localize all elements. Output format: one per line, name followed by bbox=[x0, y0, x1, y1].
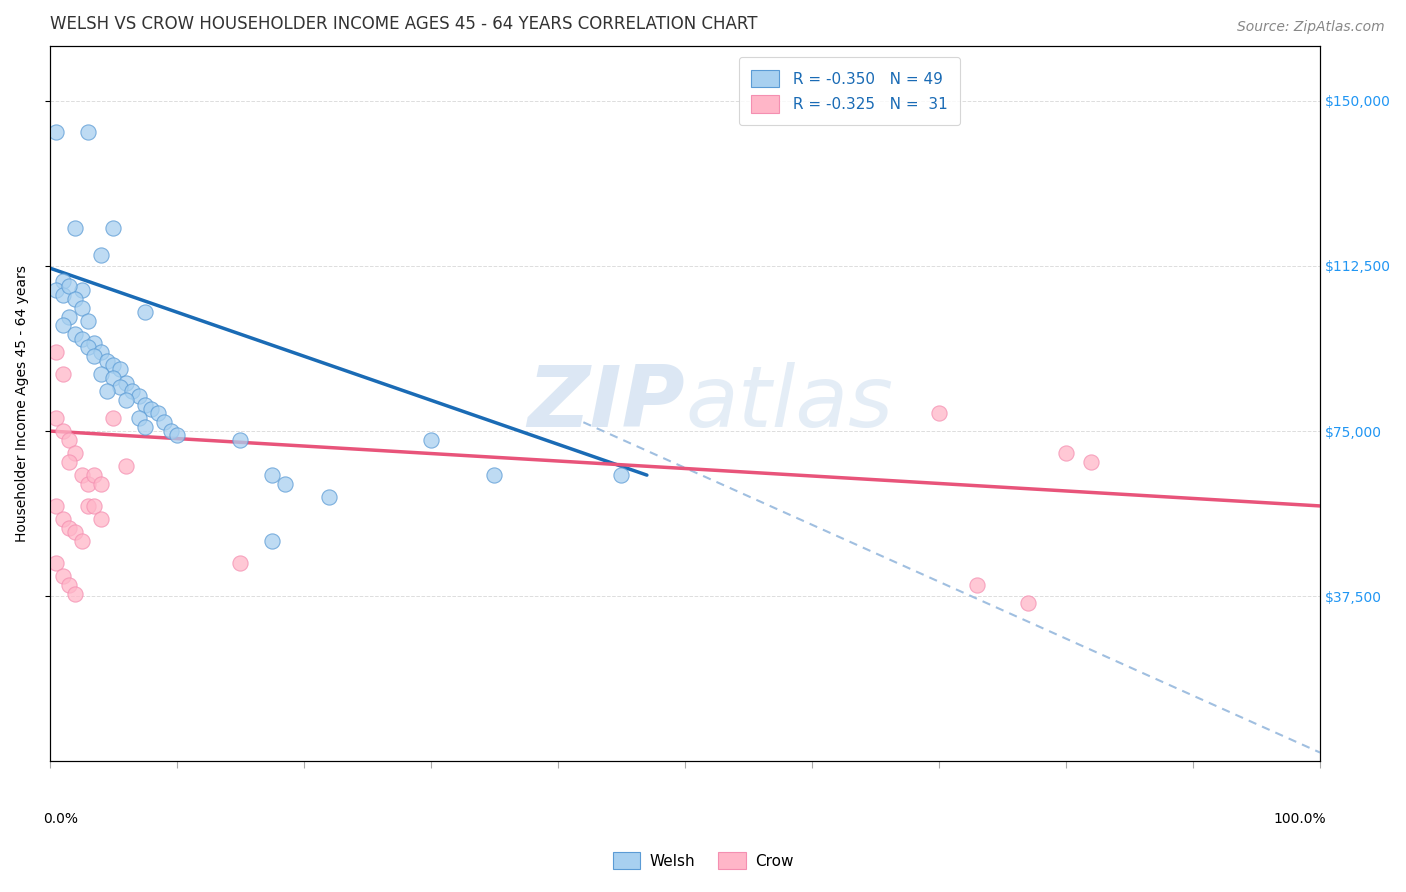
Point bbox=[108, 362, 131, 376]
Point bbox=[77, 499, 100, 513]
Point bbox=[128, 389, 150, 403]
Point bbox=[166, 428, 188, 442]
Point bbox=[108, 380, 131, 394]
Point bbox=[65, 587, 87, 601]
Text: WELSH VS CROW HOUSEHOLDER INCOME AGES 45 - 64 YEARS CORRELATION CHART: WELSH VS CROW HOUSEHOLDER INCOME AGES 45… bbox=[49, 15, 758, 33]
Point bbox=[83, 335, 105, 350]
Point bbox=[134, 398, 156, 412]
Point bbox=[159, 424, 181, 438]
Point bbox=[58, 521, 80, 535]
Point bbox=[121, 384, 143, 399]
Point bbox=[96, 353, 118, 368]
Point bbox=[83, 468, 105, 483]
Point bbox=[90, 248, 112, 262]
Point bbox=[96, 384, 118, 399]
Point bbox=[90, 344, 112, 359]
Point bbox=[45, 499, 67, 513]
Point bbox=[262, 468, 284, 483]
Point bbox=[45, 283, 67, 297]
Point bbox=[51, 287, 73, 301]
Point bbox=[1080, 455, 1102, 469]
Point bbox=[103, 221, 125, 235]
Text: 0.0%: 0.0% bbox=[44, 812, 79, 825]
Point bbox=[70, 534, 93, 549]
Y-axis label: Householder Income Ages 45 - 64 years: Householder Income Ages 45 - 64 years bbox=[15, 265, 30, 542]
Point bbox=[115, 376, 138, 390]
Legend:  R = -0.350   N = 49,  R = -0.325   N =  31: R = -0.350 N = 49, R = -0.325 N = 31 bbox=[740, 57, 960, 125]
Point bbox=[70, 301, 93, 315]
Point bbox=[229, 556, 252, 570]
Text: Source: ZipAtlas.com: Source: ZipAtlas.com bbox=[1237, 20, 1385, 34]
Point bbox=[51, 274, 73, 288]
Point bbox=[103, 410, 125, 425]
Point bbox=[70, 283, 93, 297]
Point bbox=[65, 446, 87, 460]
Point bbox=[141, 402, 163, 417]
Point bbox=[115, 459, 138, 474]
Point bbox=[58, 278, 80, 293]
Point bbox=[153, 415, 176, 429]
Point bbox=[134, 419, 156, 434]
Point bbox=[45, 124, 67, 138]
Point bbox=[83, 349, 105, 363]
Point bbox=[77, 340, 100, 354]
Point bbox=[966, 578, 988, 592]
Point bbox=[115, 393, 138, 408]
Point bbox=[274, 477, 297, 491]
Point bbox=[419, 433, 441, 447]
Point bbox=[229, 433, 252, 447]
Point bbox=[58, 310, 80, 324]
Point bbox=[51, 367, 73, 381]
Point bbox=[65, 221, 87, 235]
Point bbox=[51, 569, 73, 583]
Point bbox=[90, 367, 112, 381]
Point bbox=[1054, 446, 1077, 460]
Point bbox=[610, 468, 633, 483]
Text: atlas: atlas bbox=[685, 362, 893, 445]
Point bbox=[90, 477, 112, 491]
Point bbox=[83, 499, 105, 513]
Text: ZIP: ZIP bbox=[527, 362, 685, 445]
Point bbox=[103, 371, 125, 385]
Point bbox=[90, 512, 112, 526]
Legend: Welsh, Crow: Welsh, Crow bbox=[607, 846, 799, 875]
Point bbox=[51, 424, 73, 438]
Point bbox=[77, 477, 100, 491]
Point bbox=[128, 410, 150, 425]
Point bbox=[45, 410, 67, 425]
Point bbox=[65, 525, 87, 540]
Point bbox=[484, 468, 506, 483]
Point bbox=[65, 327, 87, 342]
Point bbox=[262, 534, 284, 549]
Point bbox=[45, 556, 67, 570]
Point bbox=[70, 332, 93, 346]
Point bbox=[146, 407, 169, 421]
Point bbox=[45, 344, 67, 359]
Point bbox=[77, 124, 100, 138]
Point bbox=[318, 490, 340, 504]
Point bbox=[70, 468, 93, 483]
Text: 100.0%: 100.0% bbox=[1274, 812, 1326, 825]
Point bbox=[51, 512, 73, 526]
Point bbox=[103, 358, 125, 372]
Point bbox=[65, 292, 87, 306]
Point bbox=[58, 578, 80, 592]
Point bbox=[928, 407, 950, 421]
Point bbox=[51, 318, 73, 333]
Point bbox=[1017, 596, 1039, 610]
Point bbox=[58, 455, 80, 469]
Point bbox=[58, 433, 80, 447]
Point bbox=[134, 305, 156, 319]
Point bbox=[77, 314, 100, 328]
